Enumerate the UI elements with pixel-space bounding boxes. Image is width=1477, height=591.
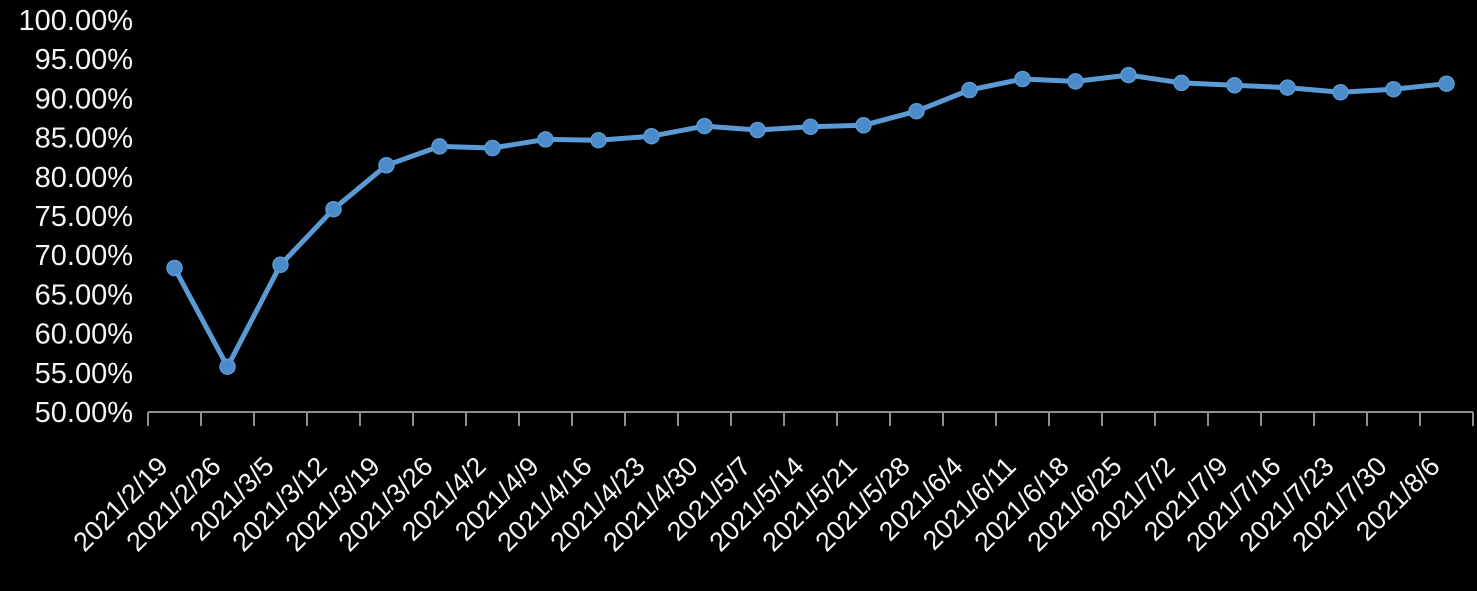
y-axis-tick-label: 80.00% (35, 162, 133, 194)
data-point-marker (749, 121, 766, 139)
data-point-marker (484, 139, 501, 157)
data-point-marker (1438, 75, 1455, 92)
y-axis-tick-label: 95.00% (35, 44, 133, 76)
data-point-marker (1385, 80, 1402, 98)
data-point-marker (961, 81, 978, 99)
y-axis-tick-label: 50.00% (35, 397, 133, 429)
data-point-marker (855, 117, 872, 134)
y-axis-tick-label: 55.00% (35, 358, 133, 390)
y-axis-tick-label: 85.00% (35, 123, 133, 155)
data-point-marker (219, 358, 236, 375)
y-axis-tick-label: 100.00% (19, 5, 134, 37)
data-point-marker (166, 259, 183, 277)
data-point-marker (378, 157, 395, 174)
y-axis-tick-label: 60.00% (35, 319, 133, 351)
data-point-marker (431, 138, 448, 155)
data-point-marker (696, 117, 713, 135)
data-point-marker (537, 131, 554, 148)
y-axis-tick-label: 75.00% (35, 201, 133, 233)
data-point-marker (1332, 84, 1349, 101)
data-point-marker (1279, 79, 1296, 96)
data-point-marker (1067, 73, 1084, 90)
data-point-marker (1226, 77, 1243, 94)
data-point-marker (802, 118, 819, 136)
data-point-marker (325, 200, 342, 218)
data-point-marker (1014, 70, 1031, 88)
data-point-marker (1173, 74, 1190, 92)
data-point-marker (908, 102, 925, 120)
data-point-marker (590, 131, 607, 149)
data-point-marker (643, 127, 660, 145)
y-axis-tick-label: 70.00% (35, 240, 133, 272)
y-axis-tick-label: 90.00% (35, 83, 133, 115)
data-point-marker (1120, 66, 1137, 84)
y-axis-tick-label: 65.00% (35, 279, 133, 311)
data-point-marker (272, 256, 289, 274)
